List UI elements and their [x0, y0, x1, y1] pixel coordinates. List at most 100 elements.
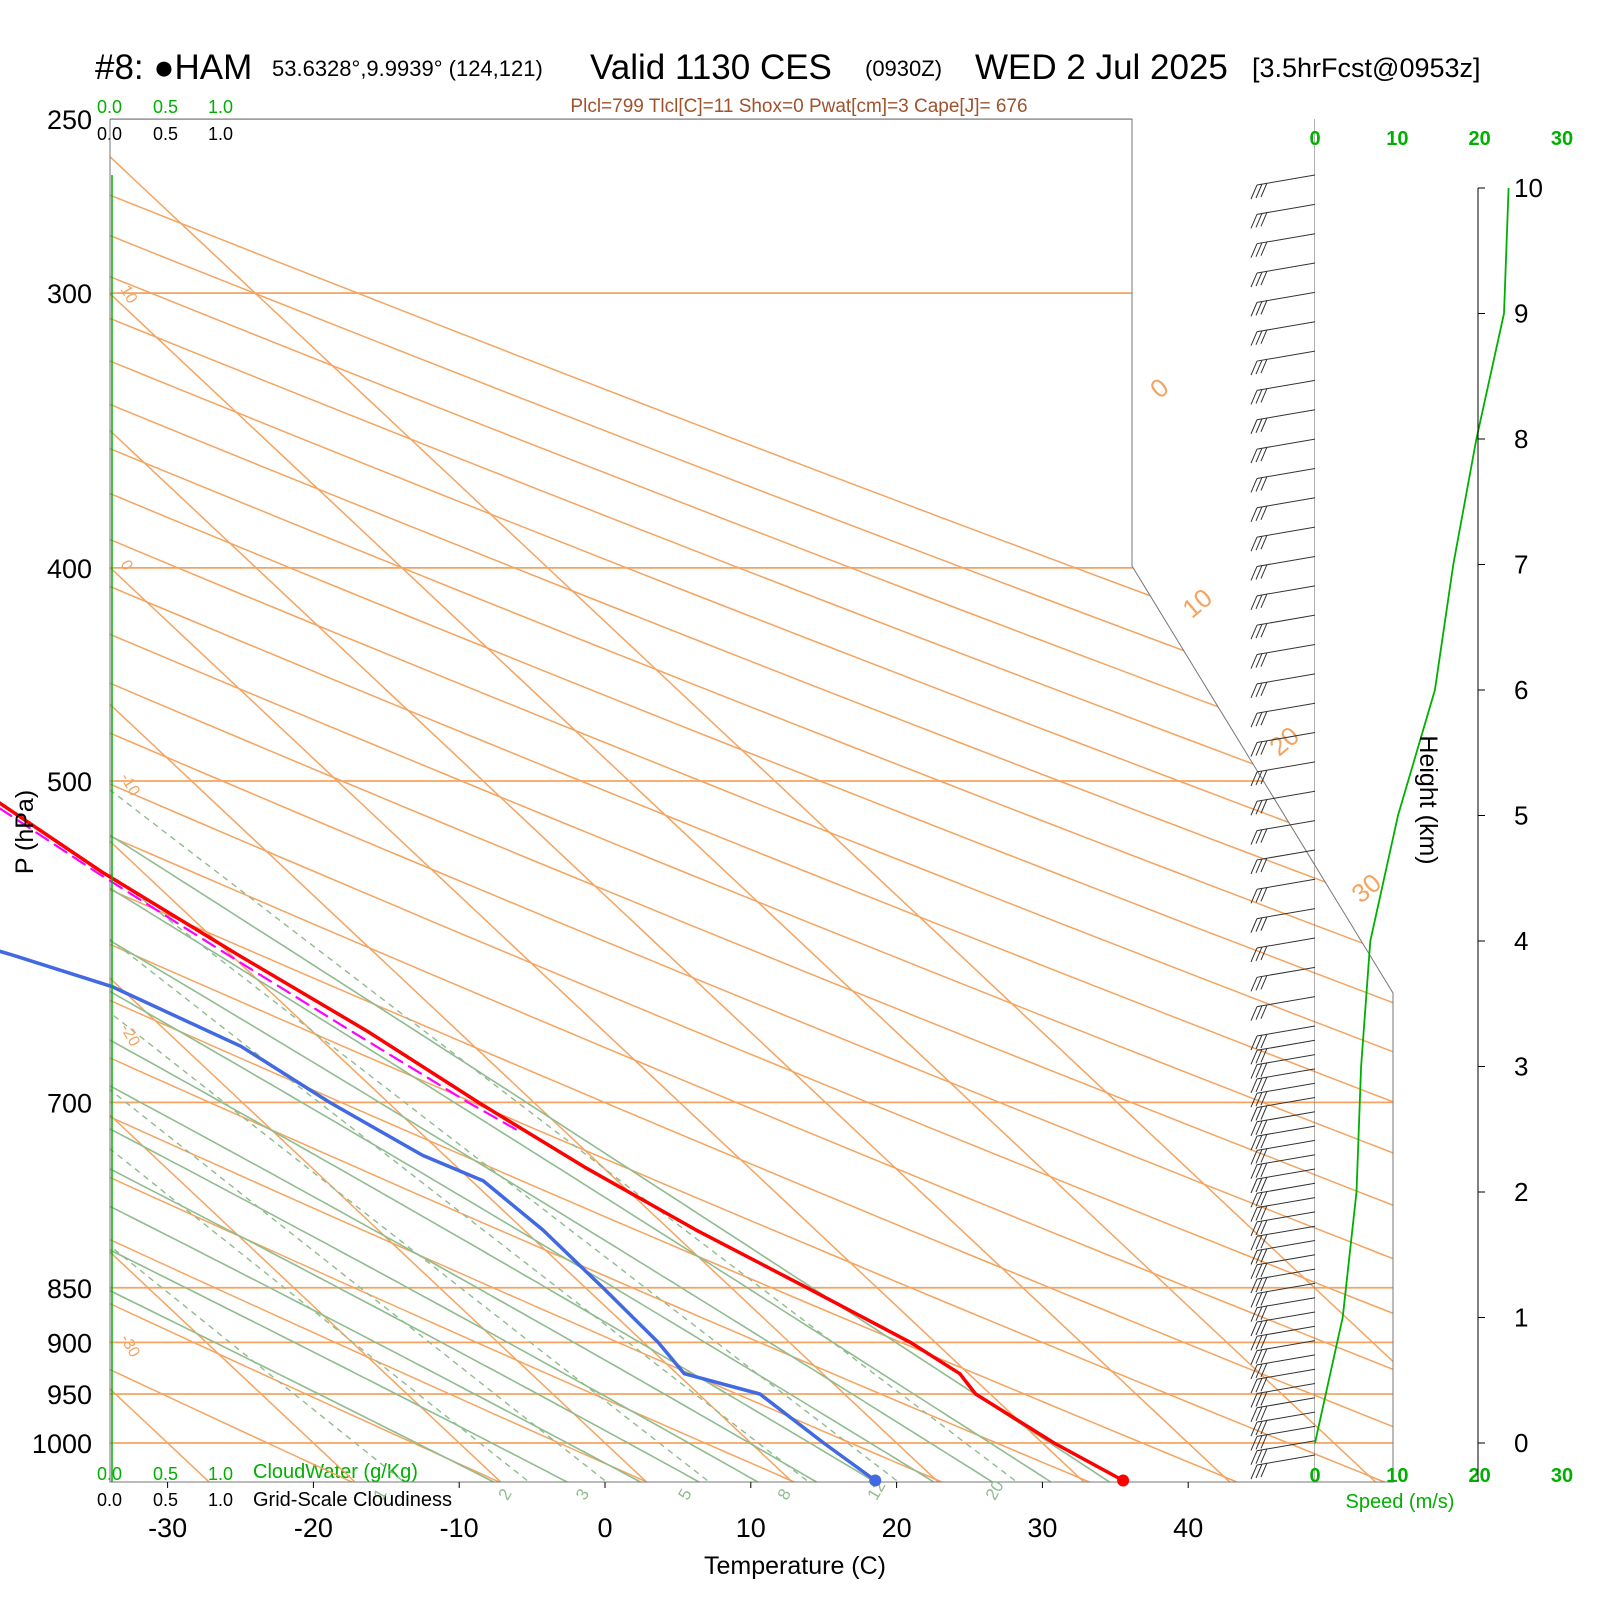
dry-adiabat-line [110, 119, 665, 1482]
moist-adiabat-line [110, 119, 655, 1482]
wind-barb-feather [1250, 1178, 1258, 1194]
wind-barb-staff [1256, 878, 1315, 890]
height-tick-label: 2 [1514, 1177, 1528, 1207]
wind-barb-feather [1255, 1206, 1263, 1221]
cloudiness-tick-top-1: 0.5 [153, 124, 178, 144]
wind-barb-feather [1260, 1091, 1268, 1106]
wind-barb-feather [1250, 742, 1258, 757]
wind-barb-feather [1255, 1406, 1263, 1421]
speed-tick-bottom: 30 [1551, 1465, 1573, 1487]
wind-barb-feather [1255, 1092, 1263, 1107]
pressure-tick-label: 1000 [32, 1429, 92, 1459]
wind-barb-feather [1250, 683, 1258, 699]
moist-adiabat-line [110, 119, 714, 1482]
wind-barb-feather [1250, 1264, 1258, 1279]
wind-barb-feather [1255, 1163, 1263, 1178]
wind-barb-feather [1250, 390, 1258, 405]
dry-adiabat-line [110, 119, 1393, 1482]
wind-barb-staff [1256, 1125, 1315, 1137]
dry-adiabat-line [110, 119, 1393, 1482]
wind-barb-staff [1256, 1425, 1315, 1437]
x-tick-label: 0 [597, 1513, 612, 1543]
wind-barb-feather [1260, 711, 1268, 726]
wind-barb-staff [1256, 996, 1315, 1008]
wind-barb-feather [1250, 566, 1258, 581]
wind-barb-feather [1250, 1221, 1258, 1237]
speed-tick-bottom: 0 [1309, 1465, 1320, 1487]
wind-barb-staff [1256, 702, 1315, 714]
mixing-ratio-label: 20 [982, 1477, 1008, 1503]
wind-barb-feather [1250, 419, 1258, 434]
isotherm-top-label: 0 [1144, 372, 1174, 404]
mixing-ratio-line [110, 567, 606, 1482]
wind-barb-feather [1255, 1420, 1263, 1436]
wind-barb-staff [1256, 1182, 1315, 1194]
wind-barb-feather [1255, 712, 1263, 727]
height-tick-label: 3 [1514, 1052, 1528, 1082]
wind-barb-feather [1250, 478, 1258, 493]
wind-barb-feather [1250, 243, 1258, 258]
wind-barb-feather [1250, 1293, 1258, 1308]
wind-barb-staff [1256, 1311, 1315, 1323]
wind-barb-feather [1260, 1004, 1268, 1019]
wind-barb-feather [1255, 770, 1263, 786]
wind-barb-feather [1260, 652, 1268, 667]
zulu-time: (0930Z) [865, 56, 942, 81]
diagram-frame [109, 118, 1394, 1483]
wind-barb-staff [1256, 1082, 1315, 1094]
wind-barb-feather [1250, 1193, 1258, 1208]
wind-barb-feather [1260, 1362, 1268, 1378]
wind-barb-staff [1256, 379, 1315, 391]
isotherm-line [110, 119, 656, 1482]
height-tick-label: 5 [1514, 801, 1528, 831]
wind-barb-feather [1260, 857, 1268, 873]
isotherm-edge-label: 0 [117, 557, 136, 573]
dry-adiabat-line [110, 119, 1108, 1482]
dry-adiabat-line [110, 119, 1393, 1482]
wind-barb-feather [1255, 1077, 1263, 1093]
mixing-ratio-line [110, 567, 808, 1482]
wind-barb-staff [1256, 350, 1315, 362]
wind-barb-feather [1255, 1192, 1263, 1207]
wind-barb-feather [1250, 536, 1258, 552]
dry-adiabat-line [110, 119, 960, 1482]
wind-barb-feather [1255, 653, 1263, 668]
wind-barb-feather [1250, 595, 1258, 611]
isotherm-top-label: 30 [1345, 867, 1386, 909]
wind-barb-feather [1260, 182, 1268, 198]
wind-barb-feather [1250, 771, 1258, 787]
wind-barb-feather [1255, 888, 1263, 903]
height-axis-title: Height (km) [1414, 735, 1442, 864]
wind-barb-feather [1250, 1064, 1258, 1079]
wind-barb-feather [1250, 1250, 1258, 1265]
mixing-ratio-line [110, 567, 528, 1482]
pressure-tick-label: 300 [47, 279, 92, 309]
y-axis-title: P (hPa) [11, 790, 39, 874]
wind-barb-feather [1250, 1393, 1258, 1408]
height-tick-label: 4 [1514, 926, 1528, 956]
wind-barb-staff [1256, 262, 1315, 274]
wind-barb-feather [1255, 1177, 1263, 1193]
moist-adiabat-line [110, 119, 1064, 1482]
wind-barb-staff [1256, 1111, 1315, 1123]
wind-barb-feather [1255, 535, 1263, 551]
wind-barb-feather [1260, 828, 1268, 843]
mixing-ratio-label: 8 [774, 1486, 795, 1504]
cloudiness-label: Grid-Scale Cloudiness [253, 1489, 452, 1511]
wind-barb-feather [1260, 446, 1268, 462]
cloudwater-tick-top-2: 1.0 [208, 97, 233, 117]
wind-barb-feather [1260, 358, 1268, 374]
forecast-label: [3.5hrFcst@0953z] [1252, 53, 1481, 83]
wind-barb-staff [1256, 673, 1315, 685]
wind-barb-feather [1260, 1105, 1268, 1120]
pressure-tick-label: 850 [47, 1274, 92, 1304]
wind-barb-feather [1250, 507, 1258, 522]
wind-barb-feather [1260, 1119, 1268, 1134]
wind-barb-feather [1260, 1133, 1268, 1149]
speed-tick-top: 0 [1309, 128, 1320, 150]
wind-barb-feather [1260, 1248, 1268, 1263]
speed-tick-top: 30 [1551, 128, 1573, 150]
wind-barb-feather [1250, 1207, 1258, 1222]
